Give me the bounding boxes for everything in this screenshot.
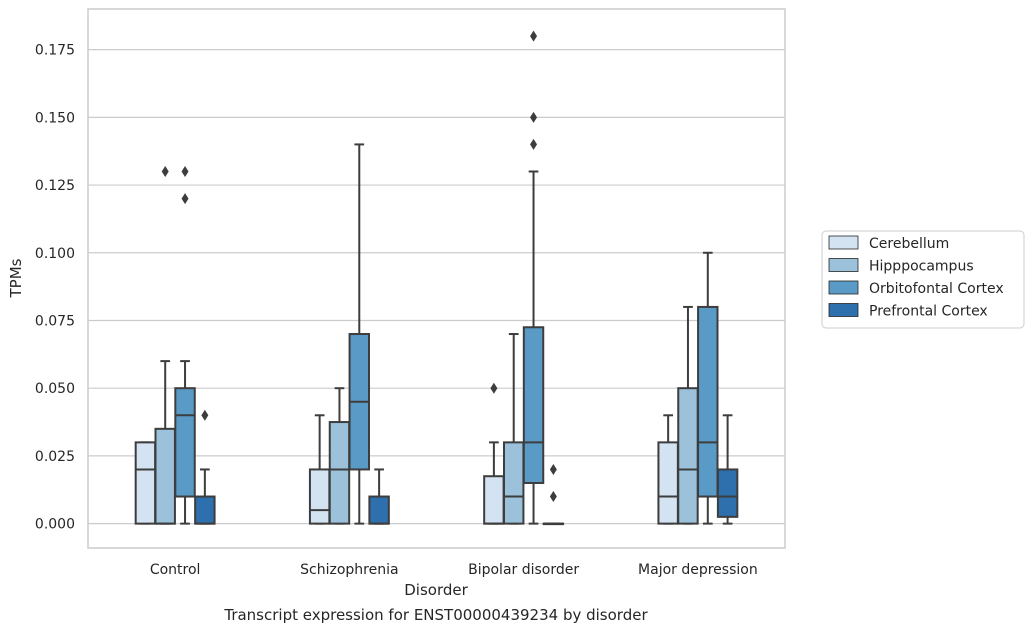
y-tick-label: 0.125: [35, 178, 75, 194]
box-1-2: [348, 143, 370, 525]
legend-swatch: [828, 303, 859, 317]
outlier-point: [490, 382, 498, 394]
box-2-2: [522, 30, 545, 525]
box-body: [697, 305, 719, 498]
box-body: [308, 468, 331, 525]
box-body: [134, 441, 157, 525]
box-body: [522, 326, 545, 484]
box-2-1: [503, 333, 525, 525]
box-body: [154, 427, 176, 525]
outlier-point: [530, 138, 538, 150]
box-3-2: [697, 251, 719, 525]
legend-label: Orbitofontal Cortex: [869, 281, 1004, 297]
box-body: [716, 468, 739, 518]
box-body: [503, 441, 525, 525]
x-tick-label: Bipolar disorder: [468, 562, 579, 578]
plot-frame: [87, 8, 786, 549]
legend: Cerebellum Hipppocampus Orbitofontal Corte…: [821, 230, 1025, 329]
outlier-point: [530, 30, 538, 42]
outlier-point: [161, 166, 169, 178]
y-tick-label: 0.050: [35, 381, 75, 397]
box-1-3: [368, 468, 390, 525]
box-0-2: [174, 166, 196, 525]
x-axis-label: Disorder: [404, 581, 468, 599]
box-2-0: [483, 382, 505, 525]
outlier-point: [181, 166, 189, 178]
y-axis-label: TPMs: [7, 258, 25, 298]
outlier-point: [181, 193, 189, 205]
chart-caption: Transcript expression for ENST0000043923…: [224, 606, 648, 624]
y-tick-label: 0.150: [35, 110, 75, 126]
legend-frame: [821, 230, 1025, 329]
grid-lines: [88, 49, 785, 525]
outlier-point: [549, 463, 557, 475]
box-body: [677, 387, 699, 525]
box-body: [174, 387, 196, 498]
legend-swatch: [828, 280, 859, 295]
outlier-point: [201, 409, 209, 421]
box-3-1: [677, 305, 699, 525]
y-axis-ticks: 0.000 0.025 0.050 0.075 0.100 0.125 0.150 0.175: [35, 43, 75, 533]
box-3-3: [716, 414, 739, 525]
box-body: [657, 441, 679, 525]
box-body: [328, 421, 351, 525]
outlier-point: [530, 111, 538, 123]
y-tick-label: 0.175: [35, 43, 75, 59]
box-3-0: [657, 414, 679, 525]
legend-label: Prefrontal Cortex: [869, 304, 988, 320]
legend-swatch: [828, 235, 859, 250]
x-axis-ticks: Control Schizophrenia Bipolar disorder Majo…: [150, 562, 758, 578]
box-body: [194, 495, 216, 525]
box-1-1: [328, 387, 351, 525]
box-body: [368, 495, 390, 525]
box-1-0: [308, 414, 331, 525]
y-tick-label: 0.100: [35, 246, 75, 262]
box-0-1: [154, 166, 176, 525]
y-tick-label: 0.000: [35, 517, 75, 533]
legend-swatch: [828, 258, 859, 272]
x-tick-label: Schizophrenia: [300, 562, 398, 578]
outlier-point: [549, 491, 557, 503]
boxes: [134, 30, 739, 526]
box-0-0: [134, 441, 157, 525]
legend-label: Hipppocampus: [869, 259, 974, 275]
y-tick-label: 0.075: [35, 313, 75, 329]
box-0-3: [194, 409, 216, 525]
legend-label: Cerebellum: [869, 236, 949, 252]
box-2-3: [542, 463, 565, 526]
x-tick-label: Major depression: [638, 562, 758, 578]
box-body: [483, 475, 505, 525]
y-tick-label: 0.025: [35, 449, 75, 465]
x-tick-label: Control: [150, 562, 201, 578]
